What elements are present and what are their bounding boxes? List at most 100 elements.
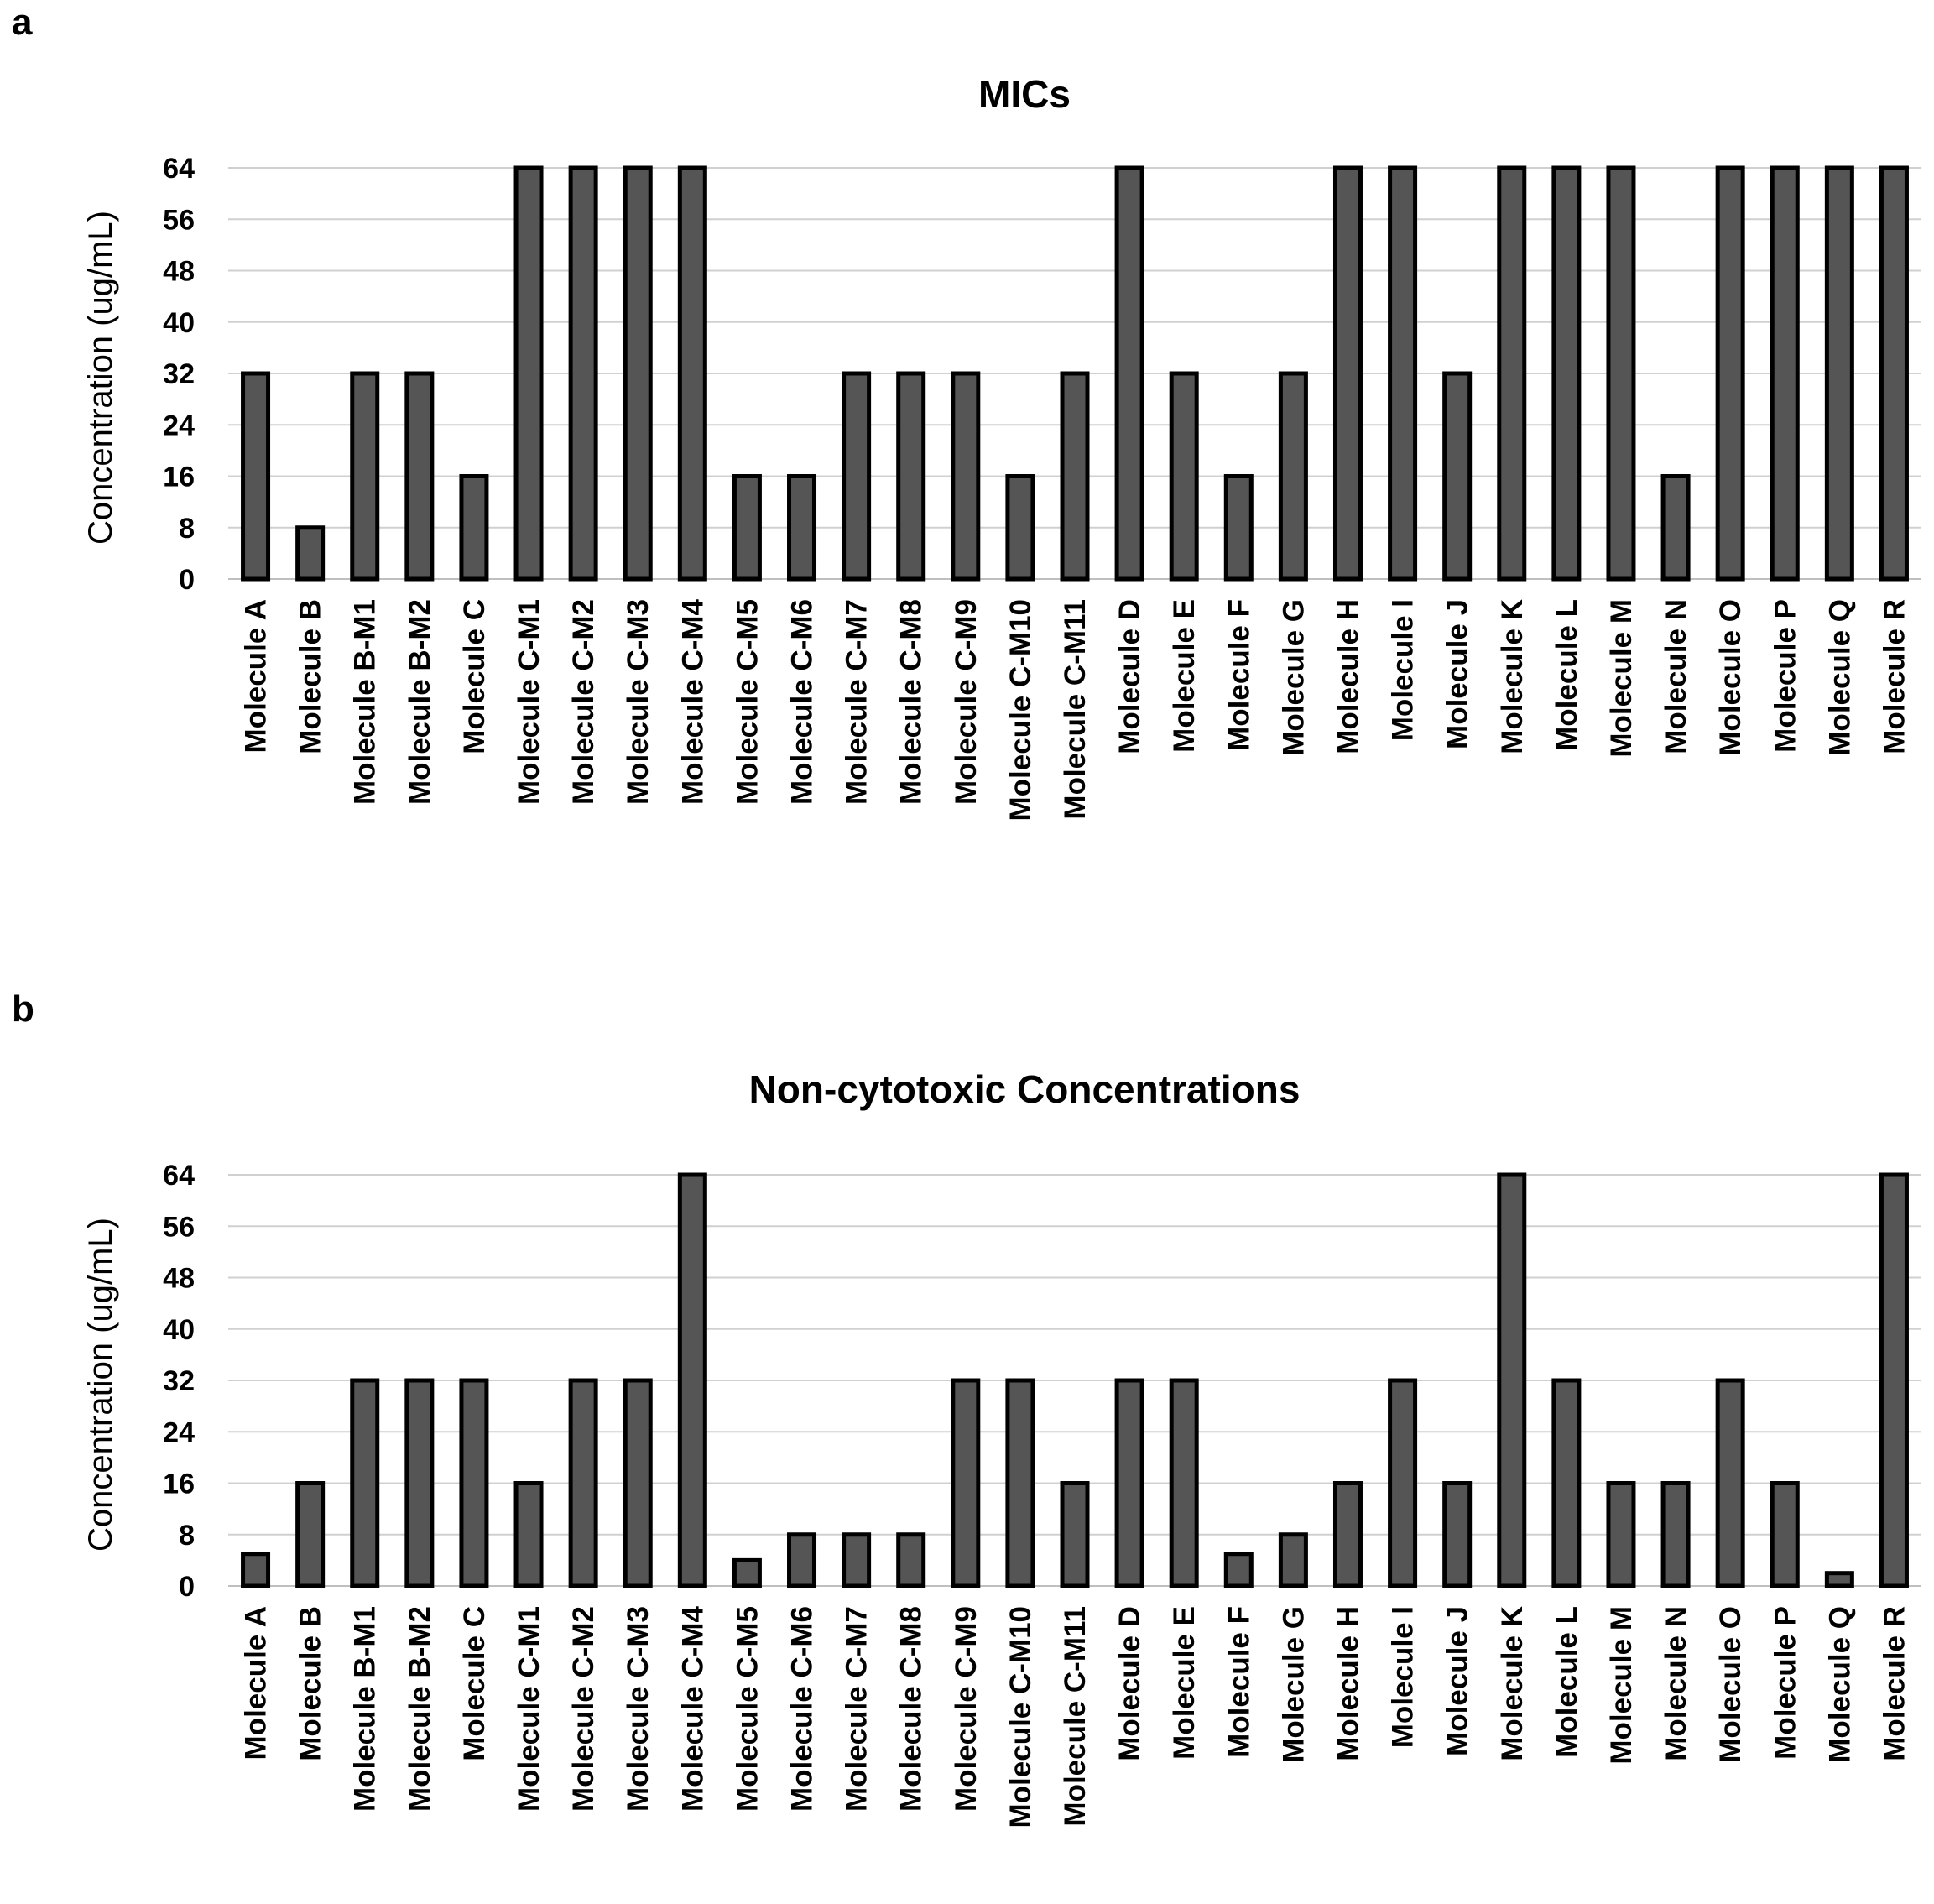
x-tick-label: Molecule R [1878,599,1911,754]
bar [677,1172,707,1588]
bar [1005,474,1035,582]
x-tick-label: Molecule K [1496,1606,1529,1761]
y-tick-label: 32 [163,358,195,390]
bar [732,474,762,582]
bar [568,165,598,582]
x-tick-label: Molecule F [1222,1606,1255,1758]
bar [842,371,872,582]
x-tick-label: Molecule C-M5 [731,599,764,805]
x-tick-label: Molecule C-M7 [841,1606,873,1812]
bar [1169,1378,1199,1588]
x-tick-label: Molecule M [1605,1606,1638,1765]
chart-title: MICs [978,72,1071,116]
x-tick-label: Molecule P [1769,599,1801,753]
y-tick-label: 56 [163,204,195,236]
bar [1060,1481,1090,1588]
y-tick-label: 8 [179,1520,195,1552]
bar [1715,165,1745,582]
x-tick-label: Molecule C-M9 [950,599,983,805]
bar [1497,1172,1527,1588]
bar [677,165,707,582]
x-tick-label: Molecule C-M8 [895,1606,928,1812]
x-tick-label: Molecule E [1168,599,1201,753]
bar [787,474,817,582]
bar [1442,371,1473,582]
x-tick-label: Molecule O [1714,599,1747,756]
x-tick-label: Molecule C-M2 [567,1606,600,1812]
bar [459,474,489,582]
x-tick-label: Molecule C-M11 [1059,599,1092,820]
x-tick-label: Molecule C-M1 [513,599,545,805]
panel-label-b: b [12,989,34,1030]
x-tick-label: Molecule E [1168,1606,1201,1760]
y-tick-label: 24 [163,409,195,441]
bar [1497,165,1527,582]
bar [1442,1481,1473,1588]
x-tick-label: Molecule H [1332,1606,1364,1761]
x-tick-label: Molecule C-M5 [731,1606,764,1812]
x-tick-label: Molecule Q [1823,1606,1856,1763]
x-tick-label: Molecule C-M7 [841,599,873,805]
x-tick-label: Molecule C [458,1606,491,1761]
x-tick-label: Molecule F [1222,599,1255,751]
bar [295,525,326,582]
x-tick-label: Molecule B-M2 [404,1606,436,1812]
x-tick-label: Molecule D [1113,599,1146,754]
x-tick-label: Molecule C-M8 [895,599,928,805]
bar [1551,1378,1582,1588]
x-tick-label: Molecule L [1551,599,1583,751]
bar [1660,474,1691,582]
bar [1606,1481,1636,1588]
x-tick-label: Molecule N [1660,599,1692,754]
y-tick-label: 64 [163,153,195,185]
bar [1388,165,1418,582]
bar [1660,1481,1691,1588]
bar [1770,165,1800,582]
bar [513,165,544,582]
bar [623,1378,653,1588]
bar [350,371,380,582]
x-tick-label: Molecule C-M9 [950,1606,983,1812]
x-tick-label: Molecule I [1387,1606,1420,1748]
bar [787,1532,817,1588]
x-tick-label: Molecule M [1605,599,1638,758]
x-tick-label: Molecule B-M2 [404,599,436,805]
bar [896,371,926,582]
bar [1332,1481,1363,1588]
bar [623,165,653,582]
chart-title: Non-cytotoxic Concentrations [749,1067,1301,1111]
bar [404,1378,435,1588]
bar [1879,1172,1909,1588]
y-tick-label: 16 [163,1468,195,1500]
bar [896,1532,926,1588]
x-tick-label: Molecule B-M1 [349,1606,382,1812]
x-tick-label: Molecule C-M10 [1004,1606,1037,1828]
x-tick-label: Molecule C [458,599,491,754]
y-tick-label: 0 [179,564,195,596]
bar [1005,1378,1035,1588]
x-tick-label: Molecule G [1277,1606,1310,1763]
y-tick-label: 0 [179,1571,195,1603]
bar [295,1481,326,1588]
x-tick-label: Molecule H [1332,599,1364,754]
x-tick-label: Molecule C-M2 [567,599,600,805]
x-tick-label: Molecule C-M6 [786,599,819,805]
y-tick-label: 24 [163,1416,195,1448]
bar [404,371,435,582]
bar [732,1557,762,1588]
bar [842,1532,872,1588]
y-tick-label: 64 [163,1160,195,1192]
x-tick-label: Molecule C-M3 [622,1606,654,1812]
x-tick-label: Molecule L [1551,1606,1583,1758]
y-tick-label: 8 [179,513,195,545]
bar [1388,1378,1418,1588]
bar [1879,165,1909,582]
x-tick-label: Molecule C-M4 [676,598,709,805]
mic-bar-chart: MICs Concentration (ug/mL) 0 8 16 24 32 40 48 56 6… [82,72,1921,822]
x-tick-label: Molecule B [295,1606,327,1761]
x-tick-label: Molecule C-M11 [1059,1606,1092,1827]
bar [951,371,981,582]
x-tick-label: Molecule A [240,1606,273,1760]
bar [1060,371,1090,582]
x-tick-label: Molecule J [1441,1606,1474,1756]
